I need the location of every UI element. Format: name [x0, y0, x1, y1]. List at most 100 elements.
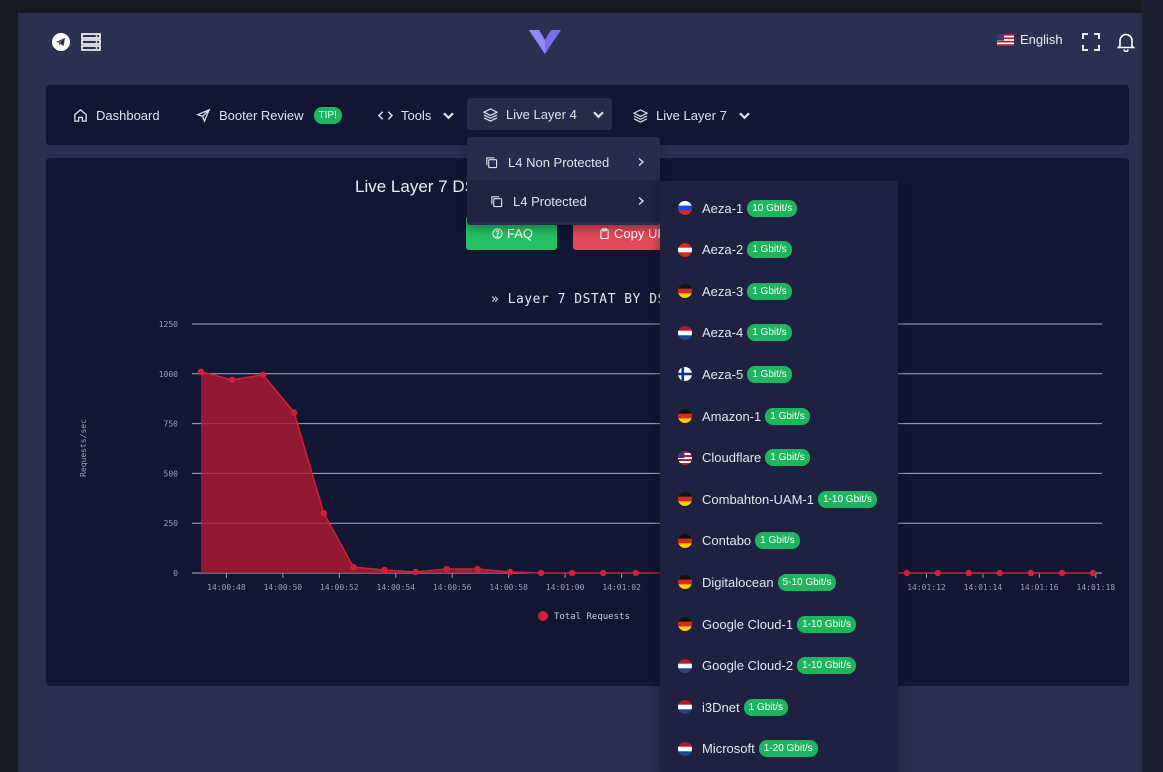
legend-label: Total Requests: [554, 612, 630, 622]
flag-de-icon: [678, 492, 692, 507]
data-point: [412, 568, 419, 576]
menu-item-l4-protected-label: L4 Protected: [513, 193, 587, 209]
data-point: [320, 510, 327, 517]
y-tick-label: 0: [173, 569, 178, 578]
data-point: [600, 569, 607, 577]
scrollbar-track[interactable]: [1142, 0, 1163, 772]
flag-de-icon: [678, 575, 692, 590]
series-line: [200, 371, 1093, 574]
server-item[interactable]: Digitalocean 5-10 Gbit/s: [678, 572, 837, 592]
server-item[interactable]: Aeza-4 1 Gbit/s: [678, 323, 792, 343]
flag-at-icon: [678, 242, 692, 257]
speed-badge: 1 Gbit/s: [755, 532, 800, 550]
nav-booter-label: Booter Review: [219, 107, 304, 123]
copy-icon: [486, 156, 498, 168]
copy-icon: [491, 195, 503, 207]
flag-de-icon: [678, 617, 692, 631]
nav-live-layer4-label: Live Layer 4: [506, 106, 577, 122]
y-axis-label: Requests/sec: [79, 419, 88, 477]
speed-badge: 1 Gbit/s: [747, 324, 792, 342]
servers-icon[interactable]: [80, 31, 102, 53]
y-tick-label: 1000: [159, 370, 178, 379]
server-item[interactable]: Google Cloud-1 1-10 Gbit/s: [678, 614, 856, 634]
nav-booter-review[interactable]: Booter Review TIP!: [196, 105, 342, 125]
code-icon: [378, 110, 393, 120]
speed-badge: 1 Gbit/s: [765, 407, 810, 425]
nav-dashboard[interactable]: Dashboard: [73, 105, 160, 125]
server-item[interactable]: Microsoft 1-20 Gbit/s: [678, 739, 818, 759]
data-point: [1058, 569, 1066, 577]
server-item[interactable]: Aeza-3 1 Gbit/s: [678, 281, 792, 301]
bell-icon[interactable]: [1117, 32, 1135, 52]
server-name: Aeza-4: [702, 325, 744, 341]
server-item[interactable]: Combahton-UAM-1 1-10 Gbit/s: [678, 489, 877, 509]
chevron-down-icon: [443, 111, 455, 119]
server-name: Contabo: [702, 533, 752, 549]
x-tick-label: 14:01:16: [1020, 583, 1059, 592]
language-selector[interactable]: English: [997, 32, 1063, 47]
server-name: Cloudflare: [702, 450, 762, 466]
y-tick-label: 750: [164, 420, 179, 429]
speed-badge: 10 Gbit/s: [747, 199, 798, 217]
question-icon: [492, 227, 503, 239]
x-tick-label: 14:00:58: [489, 583, 528, 592]
x-tick-label: 14:00:54: [377, 583, 416, 592]
server-item[interactable]: i3Dnet 1 Gbit/s: [678, 697, 789, 717]
main-navbar: Dashboard Booter Review TIP! Tools Live …: [46, 85, 1129, 145]
server-name: Aeza-1: [702, 200, 744, 216]
top-header: English: [18, 13, 1142, 73]
nav-tools[interactable]: Tools: [378, 105, 456, 125]
menu-item-l4-non-protected[interactable]: L4 Non Protected: [467, 141, 660, 183]
server-item[interactable]: Aeza-2 1 Gbit/s: [678, 240, 792, 260]
data-point: [903, 569, 910, 577]
speed-badge: 1 Gbit/s: [747, 282, 792, 300]
x-tick-label: 14:00:48: [207, 583, 246, 592]
screen-frame-top: [0, 0, 1163, 13]
flag-de-icon: [678, 533, 692, 548]
layers-icon: [483, 107, 498, 122]
copy-url-button-label: Copy UR: [614, 225, 667, 241]
server-item[interactable]: Contabo 1 Gbit/s: [678, 531, 800, 551]
server-item[interactable]: Cloudflare 1 Gbit/s: [678, 448, 810, 468]
nav-live-layer7-label: Live Layer 7: [656, 107, 727, 123]
y-tick-label: 250: [164, 519, 179, 528]
legend-marker: [538, 611, 548, 621]
x-tick-label: 14:01:14: [964, 583, 1003, 592]
server-item[interactable]: Amazon-1 1 Gbit/s: [678, 406, 810, 426]
data-point: [443, 565, 450, 573]
speed-badge: 1 Gbit/s: [747, 365, 792, 383]
logo[interactable]: [528, 27, 562, 55]
server-name: Amazon-1: [702, 408, 762, 424]
chevron-right-icon: [638, 196, 645, 206]
server-item[interactable]: Google Cloud-2 1-10 Gbit/s: [678, 656, 856, 676]
x-tick-label: 14:01:00: [546, 583, 585, 592]
data-point: [1089, 569, 1097, 577]
data-point: [996, 569, 1004, 577]
server-item[interactable]: Aeza-1 10 Gbit/s: [678, 198, 798, 218]
faq-button-label: FAQ: [507, 225, 534, 241]
data-point: [259, 371, 267, 378]
chevron-down-icon: [739, 111, 750, 119]
telegram-icon[interactable]: [50, 31, 72, 53]
data-point: [197, 368, 205, 376]
speed-badge: 1-10 Gbit/s: [797, 657, 856, 675]
data-point: [506, 568, 514, 576]
app-shell: English Dashboard Booter Review TIP!: [18, 13, 1142, 772]
menu-item-l4-protected[interactable]: L4 Protected: [467, 180, 660, 222]
live-layer4-dropdown: L4 Non Protected L4 Protected: [467, 137, 660, 225]
fullscreen-icon[interactable]: [1082, 33, 1100, 51]
flag-de-icon: [678, 284, 692, 299]
flag-us-icon: [678, 450, 692, 465]
nav-live-layer7[interactable]: Live Layer 7: [633, 105, 752, 125]
y-tick-label: 1250: [159, 320, 178, 329]
server-name: Digitalocean: [702, 574, 774, 590]
series-area: [201, 371, 1093, 573]
nav-live-layer4[interactable]: Live Layer 4: [467, 98, 612, 130]
dstat-card: Live Layer 7 DS FAQ Copy UR » Layer 7 DS…: [46, 158, 1129, 686]
clipboard-icon: [600, 227, 609, 239]
data-point: [632, 569, 639, 577]
speed-badge: 1-10 Gbit/s: [818, 490, 877, 508]
flag-nl-icon: [678, 741, 692, 756]
server-name: Google Cloud-1: [702, 616, 794, 632]
server-item[interactable]: Aeza-5 1 Gbit/s: [678, 364, 792, 384]
